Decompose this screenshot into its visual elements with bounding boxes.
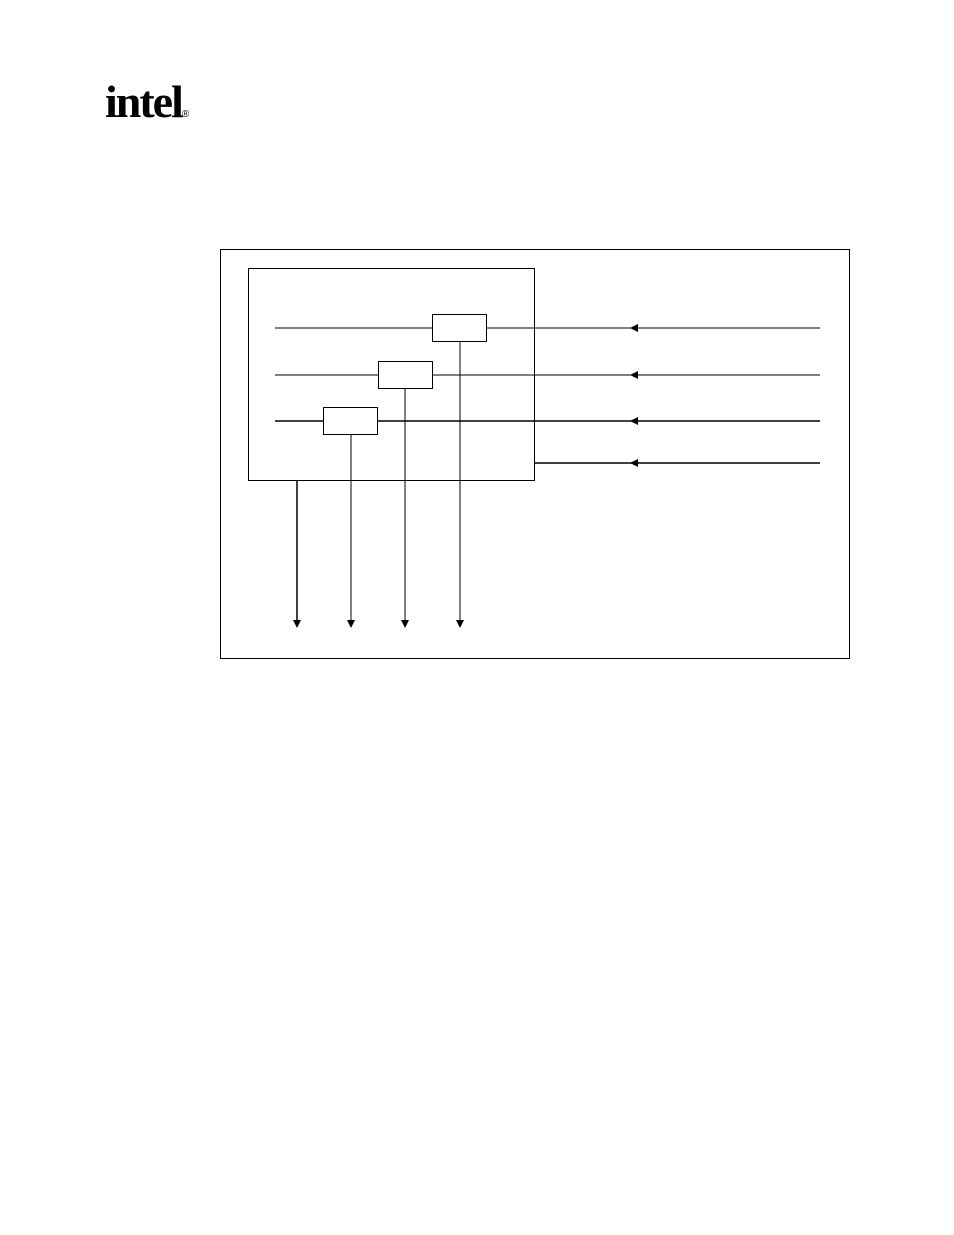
diagram-box-q1 xyxy=(432,314,487,342)
diagram-box-q3 xyxy=(323,407,378,435)
diagram-box-q2 xyxy=(378,361,433,389)
diagram-lines xyxy=(0,0,954,1235)
